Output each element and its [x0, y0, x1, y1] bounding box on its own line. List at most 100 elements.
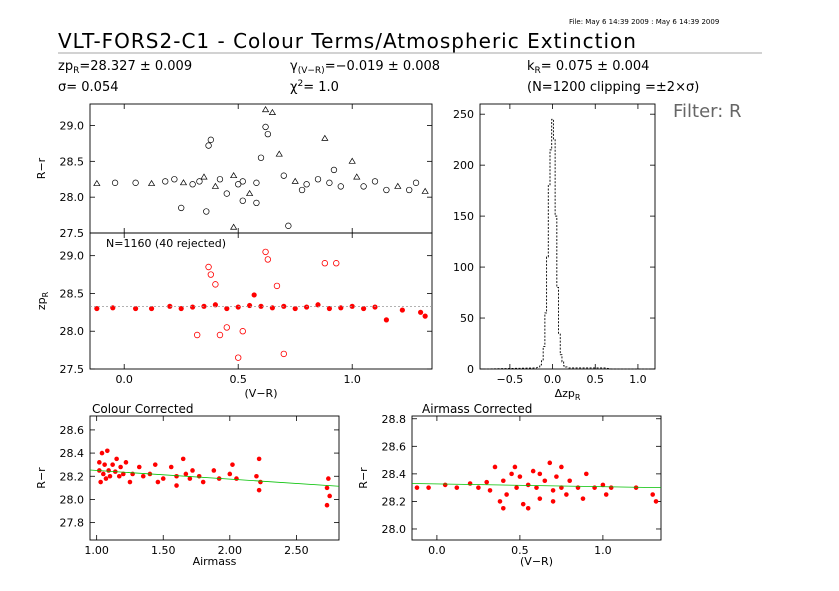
colour-corrected-point — [168, 464, 174, 470]
raw-point — [383, 186, 390, 194]
raw-point — [275, 150, 283, 157]
colour-corrected-point — [155, 479, 161, 485]
corrected-point — [223, 324, 230, 331]
raw-point — [253, 199, 260, 207]
corrected-point — [269, 305, 275, 311]
airmass-corrected-fit-line — [411, 483, 662, 489]
raw-point — [326, 179, 333, 186]
raw-point — [147, 179, 156, 186]
colour-corrected-ytick-label: 28.6 — [60, 424, 85, 437]
corrected-point — [235, 304, 241, 310]
airmass-corrected-point — [476, 485, 481, 490]
airmass-corrected-point — [520, 501, 526, 507]
corrected-annotation: N=1160 (40 rejected) — [106, 237, 226, 250]
airmass-corrected-point — [467, 481, 473, 486]
k-value: = 0.075 ± 0.004 — [541, 59, 650, 74]
airmass-corrected-point — [525, 482, 531, 488]
colour-corrected-point — [114, 456, 119, 462]
raw-point — [261, 106, 270, 113]
corrected-frame — [89, 232, 433, 370]
colour-corrected-point — [187, 476, 193, 481]
raw-point — [207, 136, 214, 143]
corrected-point — [361, 305, 367, 312]
raw-point — [268, 108, 277, 115]
colour-corrected-point — [200, 479, 206, 485]
airmass-corrected-xtick-label: 1.0 — [594, 544, 612, 557]
airmass-corrected-point — [554, 474, 559, 479]
raw-point — [205, 142, 212, 149]
colour-corrected-ytick-label: 27.8 — [60, 517, 85, 530]
raw-point — [348, 157, 356, 164]
airmass-corrected-point — [559, 485, 564, 490]
raw-point — [280, 172, 287, 179]
histogram-ytick-label: 0 — [467, 363, 474, 376]
raw-point — [264, 130, 271, 138]
histogram-frame — [479, 103, 656, 370]
corrected-point — [190, 304, 196, 310]
corrected-point — [258, 303, 264, 309]
corrected-point — [349, 303, 355, 309]
airmass-corrected-xtick-label: 0.5 — [511, 544, 529, 557]
zp-value: =28.327 ± 0.009 — [79, 59, 192, 74]
histogram-ytick-label: 250 — [453, 108, 474, 121]
colour-corrected-point — [123, 460, 129, 465]
raw-point — [235, 181, 242, 188]
corrected-point — [212, 302, 218, 308]
airmass-corrected-axes: 28.0 28.2 28.4 28.6 28.8 0.0 0.5 1.0 — [382, 413, 662, 557]
raw-point — [353, 173, 361, 180]
colour-corrected-ytick-label: 28.2 — [60, 470, 85, 483]
colour-corrected-ytick-label: 28.0 — [60, 493, 85, 506]
raw-point — [230, 223, 238, 230]
zp-label: zpR=28.327 ± 0.009 — [58, 59, 192, 76]
corrected-point — [264, 256, 272, 263]
airmass-corrected-frame — [411, 415, 662, 541]
colour-corrected-point — [324, 502, 330, 508]
raw-point — [132, 179, 139, 186]
histogram-xtick-label: 1.0 — [629, 373, 647, 386]
airmass-corrected-point — [559, 464, 564, 470]
colour-corrected-ytick-label: 28.4 — [60, 447, 85, 460]
histogram-bars — [480, 118, 655, 370]
raw-ylabel: R−r — [35, 157, 48, 179]
corrected-point — [205, 263, 212, 271]
raw-point — [211, 182, 220, 189]
chi2-sup: 2 — [298, 79, 304, 89]
airmass-corrected-point — [504, 492, 509, 497]
colour-corrected-point — [227, 471, 233, 477]
corrected-point — [148, 305, 155, 312]
colour-corrected-xtick-label: 1.50 — [151, 544, 176, 557]
raw-point — [303, 181, 310, 188]
airmass-corrected-point — [603, 492, 609, 497]
airmass-corrected-point — [512, 464, 518, 470]
airmass-corrected-point — [414, 485, 420, 490]
airmass-corrected-point — [580, 496, 586, 501]
corrected-point — [399, 307, 405, 313]
raw-point — [314, 176, 322, 183]
airmass-corrected-point — [564, 492, 569, 497]
colour-corrected-point — [136, 464, 142, 470]
airmass-corrected-point — [592, 485, 597, 490]
raw-point — [337, 183, 344, 190]
raw-point — [223, 190, 230, 197]
histogram-ytick-label: 200 — [453, 159, 474, 172]
colour-corrected-point — [258, 479, 263, 485]
colour-corrected-point — [105, 448, 110, 454]
corrected-point — [193, 331, 201, 339]
airmass-corrected-ytick-label: 28.0 — [382, 523, 407, 536]
colour-corrected-point — [152, 462, 158, 467]
colour-corrected-point — [324, 485, 330, 491]
colour-corrected-point — [254, 473, 259, 479]
airmass-corrected-point — [509, 471, 514, 477]
corrected-point — [338, 305, 344, 311]
file-stamp: File: May 6 14:39 2009 : May 6 14:39 200… — [569, 18, 719, 26]
raw-point — [178, 204, 185, 212]
raw-point — [216, 176, 224, 183]
k-sub: R — [535, 66, 541, 76]
colour-corrected-point — [326, 476, 331, 481]
corrected-point — [110, 305, 116, 311]
corrected-point — [326, 305, 332, 312]
airmass-corrected-xlabel: (V−R) — [520, 555, 553, 568]
corrected-xlabel: (V−R) — [245, 387, 278, 400]
colour-corrected-point — [110, 462, 115, 467]
